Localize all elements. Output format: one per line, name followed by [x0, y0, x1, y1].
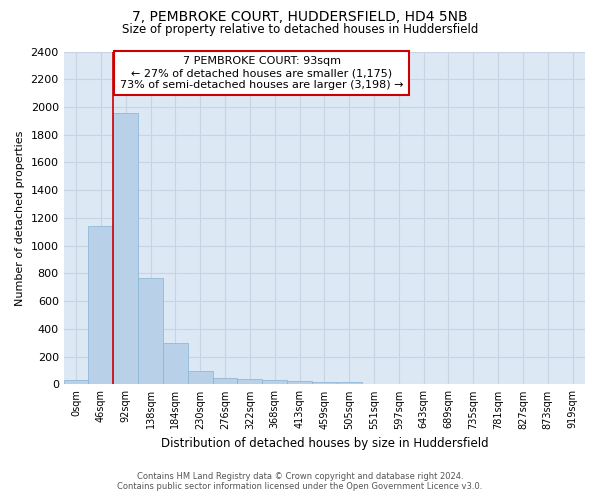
Bar — [287, 382, 312, 384]
Y-axis label: Number of detached properties: Number of detached properties — [15, 130, 25, 306]
Bar — [337, 382, 362, 384]
Bar — [88, 226, 113, 384]
Bar — [113, 112, 138, 384]
Bar — [188, 370, 212, 384]
Bar — [163, 343, 188, 384]
Text: Contains HM Land Registry data © Crown copyright and database right 2024.
Contai: Contains HM Land Registry data © Crown c… — [118, 472, 482, 491]
X-axis label: Distribution of detached houses by size in Huddersfield: Distribution of detached houses by size … — [161, 437, 488, 450]
Text: 7 PEMBROKE COURT: 93sqm
← 27% of detached houses are smaller (1,175)
73% of semi: 7 PEMBROKE COURT: 93sqm ← 27% of detache… — [120, 56, 404, 90]
Bar — [138, 278, 163, 384]
Text: Size of property relative to detached houses in Huddersfield: Size of property relative to detached ho… — [122, 22, 478, 36]
Bar — [312, 382, 337, 384]
Text: 7, PEMBROKE COURT, HUDDERSFIELD, HD4 5NB: 7, PEMBROKE COURT, HUDDERSFIELD, HD4 5NB — [132, 10, 468, 24]
Bar — [64, 380, 88, 384]
Bar — [212, 378, 238, 384]
Bar — [238, 379, 262, 384]
Bar — [262, 380, 287, 384]
